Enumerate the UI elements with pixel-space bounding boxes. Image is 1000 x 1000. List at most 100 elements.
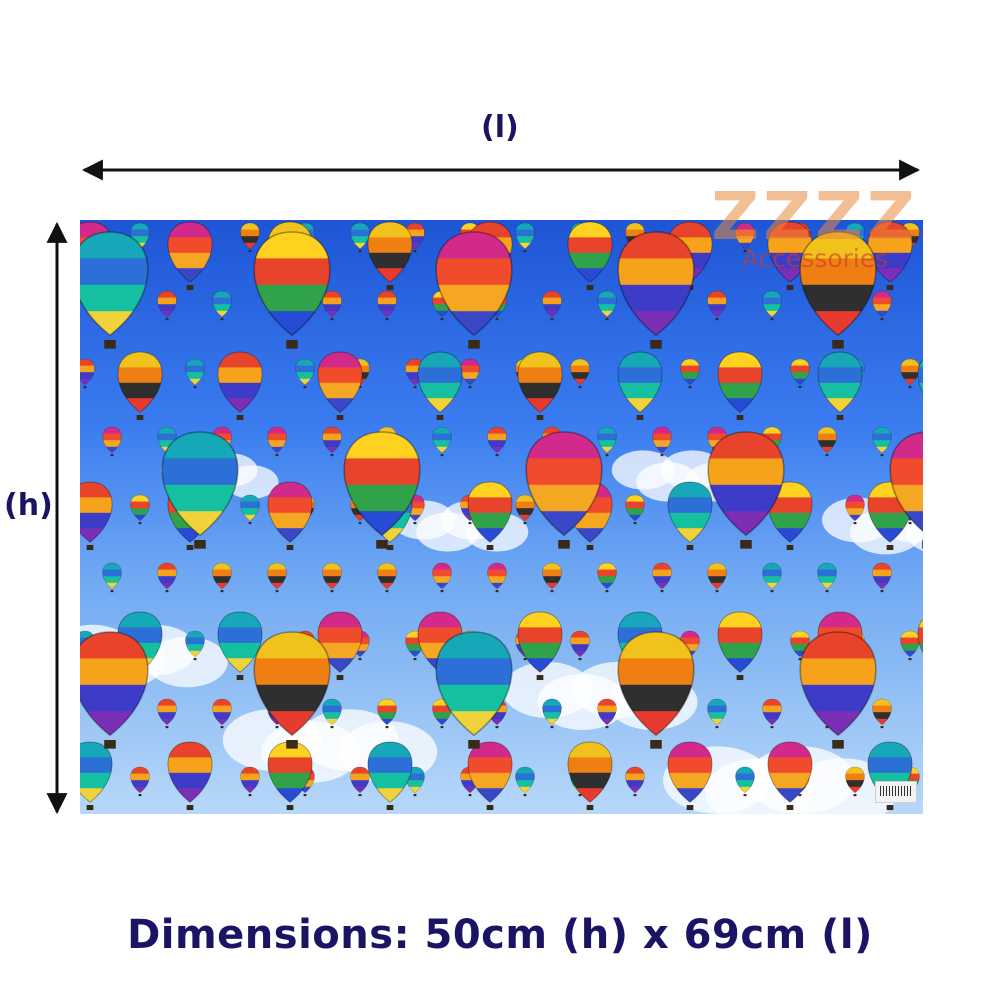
balloon-icon — [597, 698, 617, 729]
balloon-icon — [597, 562, 617, 593]
balloon-icon — [680, 358, 700, 389]
balloon-icon — [487, 426, 507, 457]
balloon-icon — [377, 562, 397, 593]
balloon-icon — [597, 426, 617, 457]
balloon-icon — [267, 481, 313, 551]
balloon-icon — [267, 426, 287, 457]
balloon-icon — [322, 698, 342, 729]
balloon-icon — [102, 562, 122, 593]
balloon-icon — [570, 358, 590, 389]
balloon-icon — [432, 426, 452, 457]
balloon-icon — [717, 611, 763, 681]
balloon-icon — [762, 290, 782, 321]
balloon-icon — [167, 221, 213, 291]
balloon-icon — [652, 562, 672, 593]
balloon-icon — [517, 611, 563, 681]
balloon-icon — [267, 741, 313, 811]
balloon-icon — [295, 358, 315, 389]
balloon-icon — [900, 358, 920, 389]
balloon-icon — [717, 351, 763, 421]
balloon-icon — [80, 231, 149, 349]
balloon-icon — [817, 351, 863, 421]
height-label: (h) — [4, 488, 53, 523]
cloud — [224, 465, 279, 499]
balloon-icon — [487, 562, 507, 593]
balloon-icon — [435, 231, 513, 349]
balloon-icon — [377, 698, 397, 729]
balloon-icon — [735, 766, 755, 797]
balloon-icon — [667, 481, 713, 551]
balloon-icon — [707, 562, 727, 593]
balloon-icon — [872, 562, 892, 593]
balloon-icon — [625, 494, 645, 525]
balloon-icon — [597, 290, 617, 321]
balloon-pattern — [80, 221, 923, 814]
balloon-icon — [790, 358, 810, 389]
balloon-icon — [217, 351, 263, 421]
balloon-icon — [350, 766, 370, 797]
balloon-icon — [900, 630, 920, 661]
balloon-icon — [157, 562, 177, 593]
length-label: (l) — [481, 110, 519, 145]
balloon-icon — [405, 766, 425, 797]
balloon-icon — [117, 351, 163, 421]
balloon-icon — [240, 222, 260, 253]
balloon-icon — [240, 494, 260, 525]
balloon-icon — [350, 222, 370, 253]
balloon-icon — [167, 741, 213, 811]
balloon-icon — [667, 741, 713, 811]
balloon-icon — [567, 221, 613, 291]
balloon-icon — [102, 426, 122, 457]
balloon-icon — [515, 222, 535, 253]
balloon-icon — [80, 358, 95, 389]
balloon-icon — [872, 290, 892, 321]
balloon-icon — [185, 630, 205, 661]
balloon-icon — [157, 698, 177, 729]
balloon-icon — [817, 562, 837, 593]
balloon-icon — [322, 426, 342, 457]
balloon-icon — [80, 481, 113, 551]
balloon-icon — [130, 494, 150, 525]
cloud — [146, 636, 228, 688]
balloon-icon — [322, 562, 342, 593]
balloon-icon — [872, 698, 892, 729]
balloon-icon — [130, 766, 150, 797]
balloon-icon — [432, 698, 452, 729]
balloon-icon — [867, 481, 913, 551]
balloon-icon — [212, 698, 232, 729]
balloon-icon — [460, 358, 480, 389]
balloon-icon — [212, 290, 232, 321]
balloon-icon — [617, 351, 663, 421]
balloon-icon — [377, 290, 397, 321]
balloon-icon — [767, 741, 813, 811]
wrapping-paper-image — [80, 220, 923, 814]
balloon-icon — [80, 741, 113, 811]
balloon-icon — [735, 222, 755, 253]
balloon-icon — [845, 766, 865, 797]
balloon-icon — [157, 290, 177, 321]
balloon-icon — [185, 358, 205, 389]
balloon-icon — [212, 562, 232, 593]
balloon-icon — [542, 698, 562, 729]
balloon-icon — [417, 351, 463, 421]
balloon-icon — [542, 290, 562, 321]
balloon-icon — [570, 630, 590, 661]
balloon-icon — [845, 494, 865, 525]
balloon-icon — [240, 766, 260, 797]
balloon-icon — [515, 766, 535, 797]
balloon-icon — [567, 741, 613, 811]
balloon-icon — [762, 698, 782, 729]
balloon-icon — [322, 290, 342, 321]
balloon-icon — [872, 426, 892, 457]
balloon-icon — [652, 426, 672, 457]
balloon-icon — [343, 431, 421, 549]
balloon-icon — [707, 290, 727, 321]
balloon-icon — [253, 231, 331, 349]
balloon-icon — [625, 766, 645, 797]
barcode-sticker — [875, 781, 917, 803]
balloon-icon — [542, 562, 562, 593]
balloon-icon — [267, 562, 287, 593]
balloon-icon — [517, 351, 563, 421]
balloon-icon — [762, 562, 782, 593]
